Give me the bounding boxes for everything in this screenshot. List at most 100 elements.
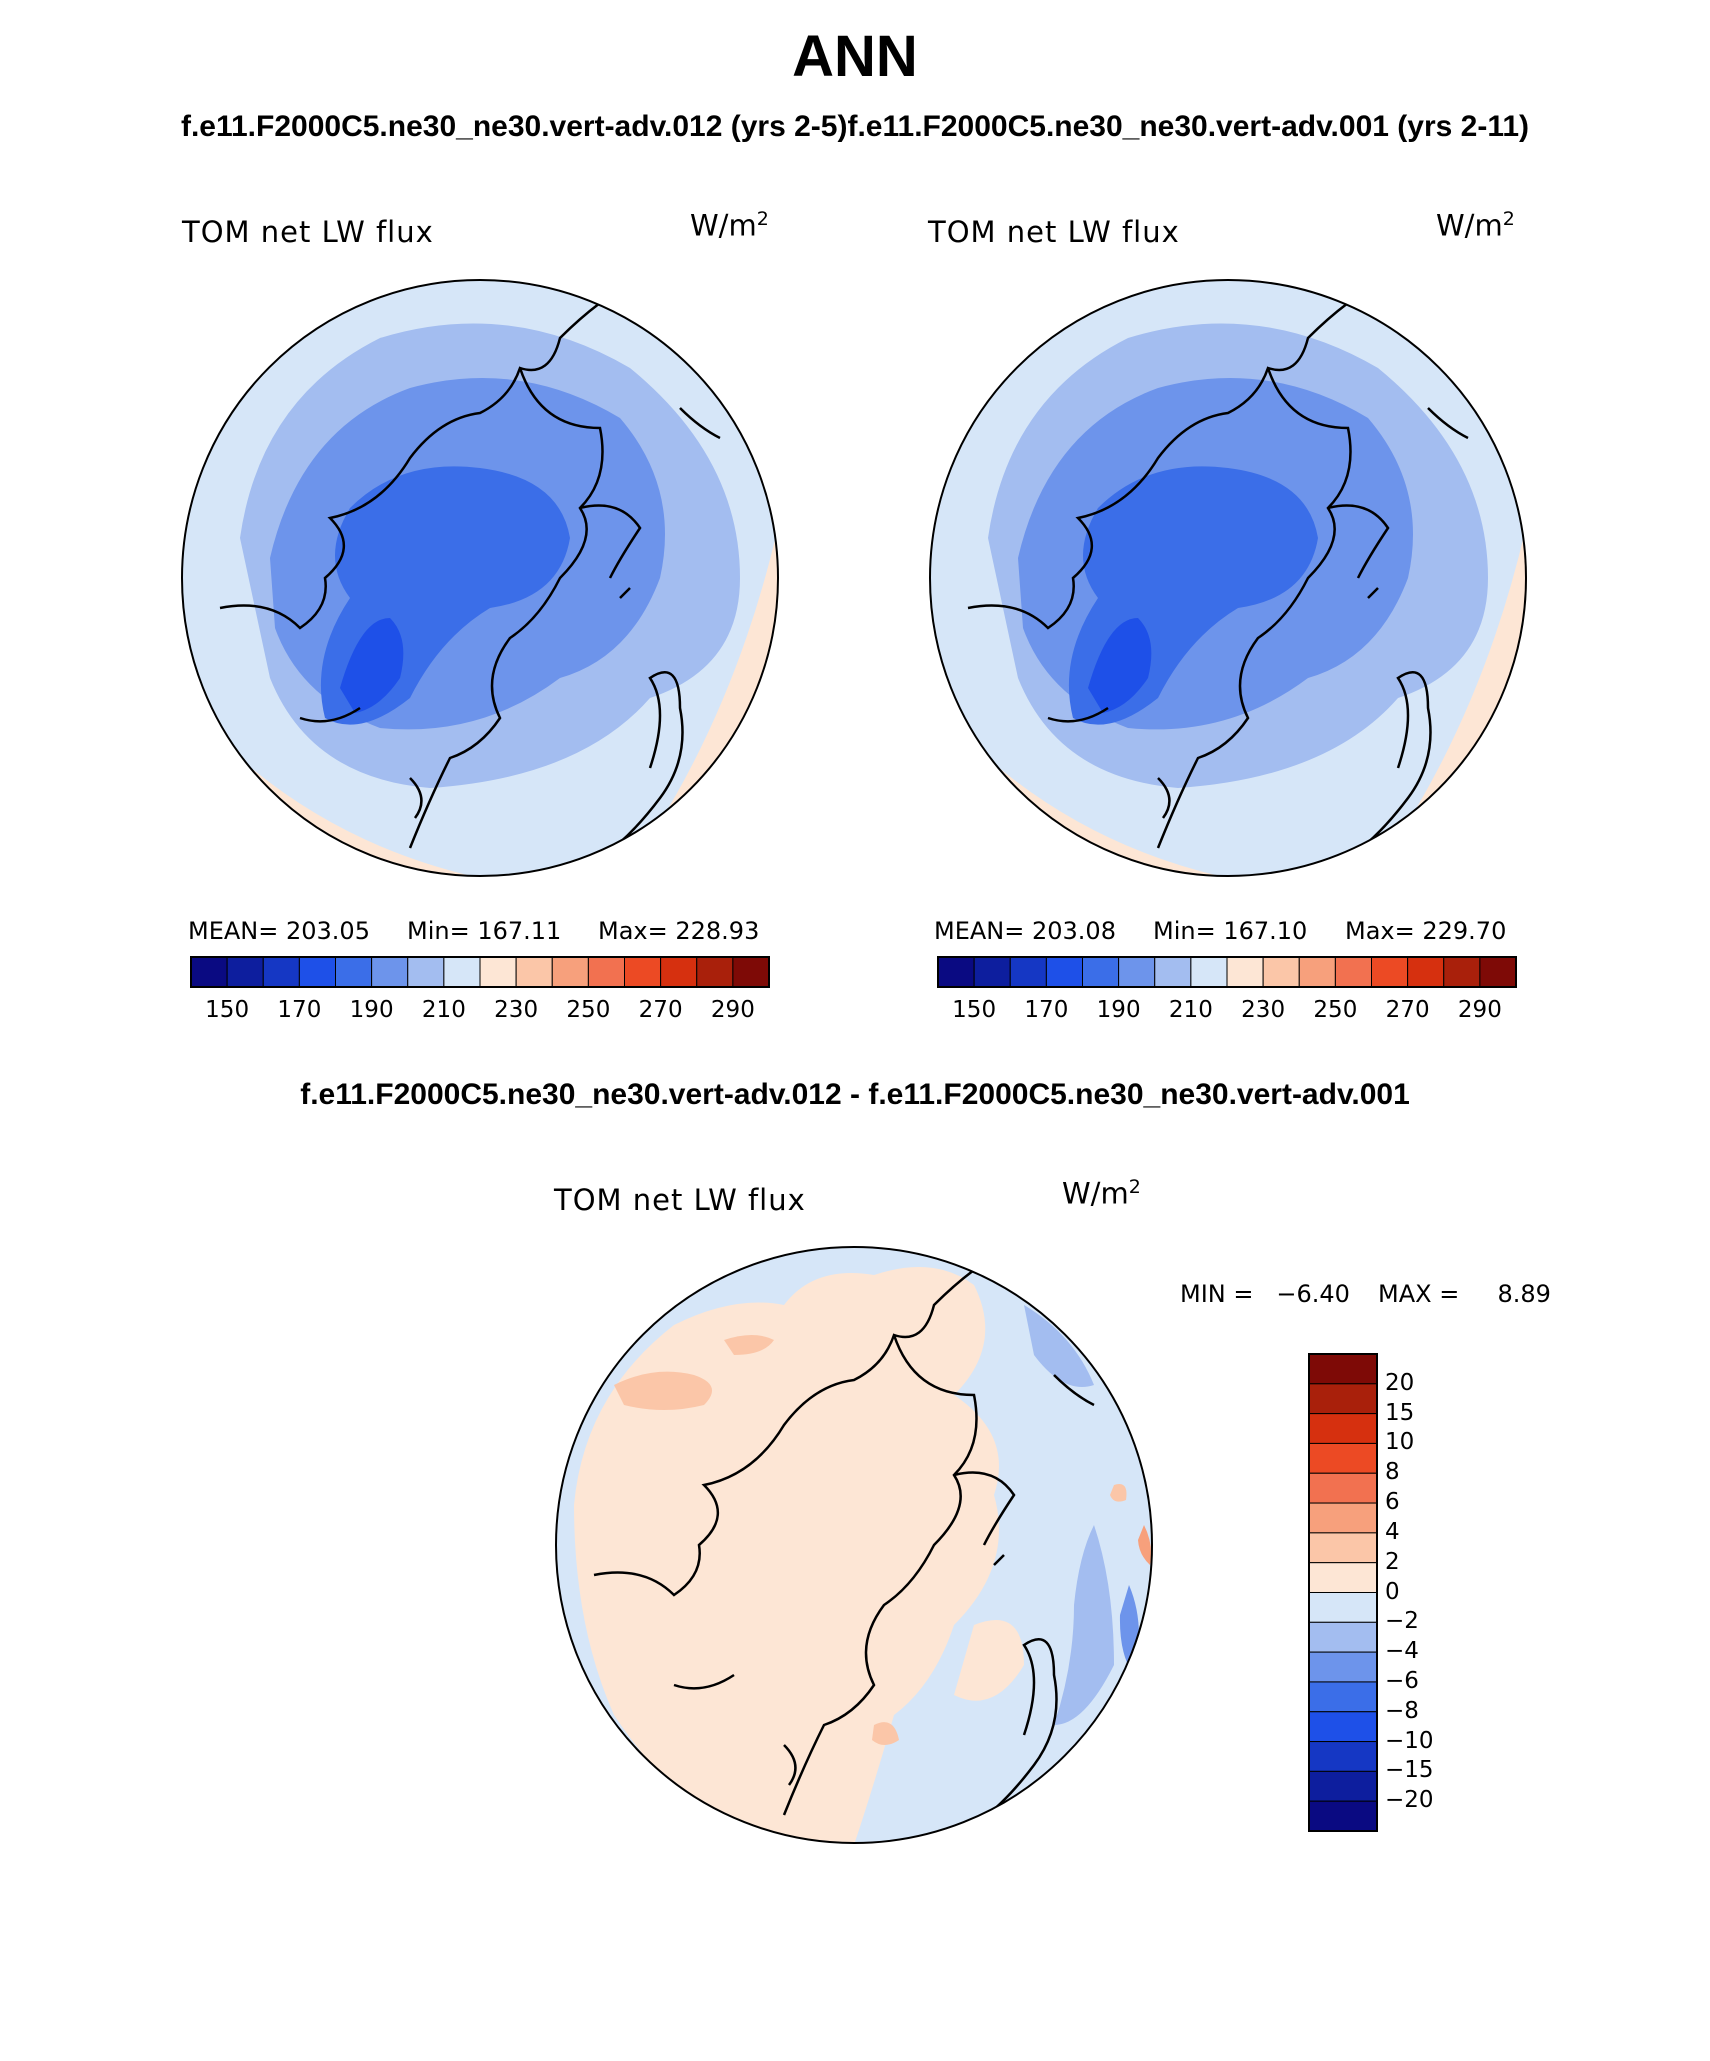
right-colorbar-outline — [937, 956, 1517, 988]
right-colorbar-box — [1226, 956, 1264, 988]
diff-colorbar-box — [1308, 1711, 1378, 1743]
left-colorbar — [190, 956, 770, 988]
right-colorbar-box — [973, 956, 1011, 988]
left-colorbar-box — [660, 956, 698, 988]
diff-colorbar-tick-label: −4 — [1385, 1638, 1419, 1665]
diff-colorbar-box — [1308, 1681, 1378, 1713]
left-colorbar-tick-label: 250 — [566, 997, 611, 1023]
diff-colorbar-tick-label: −15 — [1385, 1757, 1434, 1784]
right-colorbar-box — [1082, 956, 1120, 988]
diff-colorbar-box — [1308, 1532, 1378, 1564]
figure-title: ANN — [792, 24, 918, 89]
left-colorbar-tick-label: 210 — [421, 997, 466, 1023]
diff-colorbar-box — [1308, 1621, 1378, 1653]
right-colorbar-box — [1298, 956, 1336, 988]
right-colorbar-box — [1407, 956, 1445, 988]
left-colorbar-tick-label: 150 — [205, 997, 250, 1023]
left-coastline — [219, 302, 642, 849]
diff-colorbar-box — [1308, 1472, 1378, 1504]
right-colorbar-box — [1479, 956, 1517, 988]
right-colorbar-tick-label: 210 — [1168, 997, 1213, 1023]
right-colorbar-tick-label: 290 — [1457, 997, 1502, 1023]
right-colorbar-box — [1262, 956, 1300, 988]
left-colorbar-tick-label: 270 — [638, 997, 683, 1023]
diff-positive-level-3 — [1138, 1525, 1152, 1565]
diff-colorbar — [1308, 1353, 1378, 1832]
left-colorbar-ticks: 150 170 190 210 230 250 270 290 — [191, 997, 769, 1027]
diff-colorbar-tick-label: −6 — [1385, 1667, 1419, 1694]
left-colorbar-box — [515, 956, 553, 988]
diff-colorbar-box — [1308, 1562, 1378, 1593]
right-colorbar-tick-label: 150 — [952, 997, 997, 1023]
left-colorbar-box — [262, 956, 300, 988]
diff-colorbar-tick-label: −8 — [1385, 1697, 1419, 1724]
left-colorbar-box — [407, 956, 445, 988]
diff-colorbar-tick-label: 10 — [1385, 1429, 1415, 1456]
right-colorbar-box — [1154, 956, 1192, 988]
right-mean: MEAN= 203.08 — [934, 917, 1116, 945]
diff-colorbar-outline — [1308, 1353, 1378, 1832]
right-colorbar-box — [1009, 956, 1047, 988]
left-unit-label: W/m2 — [690, 208, 769, 243]
left-colorbar-tick-label: 290 — [710, 997, 755, 1023]
left-variable-label: TOM net LW flux — [182, 215, 434, 249]
left-colorbar-tick-label: 170 — [277, 997, 322, 1023]
diff-min: MIN = −6.40 — [1180, 1280, 1350, 1308]
right-unit-label: W/m2 — [1436, 208, 1515, 243]
diff-colorbar-box — [1308, 1353, 1378, 1385]
right-contour-level-5 — [1088, 618, 1152, 713]
diff-negative-level-2 — [1054, 1525, 1114, 1725]
diff-colorbar-tick-label: 4 — [1385, 1518, 1400, 1545]
left-colorbar-box — [732, 956, 770, 988]
right-colorbar-box — [1118, 956, 1156, 988]
right-colorbar-tick-label: 270 — [1385, 997, 1430, 1023]
diff-colorbar-box — [1308, 1741, 1378, 1772]
diff-max: MAX = 8.89 — [1378, 1280, 1551, 1308]
diff-polar-map — [555, 1246, 1153, 1844]
diff-colorbar-box — [1308, 1502, 1378, 1534]
left-colorbar-box — [587, 956, 625, 988]
right-colorbar-tick-label: 190 — [1096, 997, 1141, 1023]
diff-coastline — [593, 1269, 1016, 1816]
right-colorbar-ticks: 150 170 190 210 230 250 270 290 — [938, 997, 1516, 1027]
diff-colorbar-ticks: 20 15 10 8 6 4 2 0 −2 −4 −6 −8 −10 −15 −20 — [1385, 1354, 1505, 1831]
left-colorbar-box — [624, 956, 662, 988]
left-colorbar-outline — [190, 956, 770, 988]
right-colorbar-box — [1334, 956, 1372, 988]
diff-colorbar-tick-label: 20 — [1385, 1369, 1415, 1396]
right-colorbar — [937, 956, 1517, 988]
left-colorbar-box — [298, 956, 336, 988]
diff-colorbar-box — [1308, 1592, 1378, 1623]
left-colorbar-box — [443, 956, 481, 988]
diff-colorbar-box — [1308, 1383, 1378, 1415]
right-colorbar-tick-label: 250 — [1313, 997, 1358, 1023]
left-colorbar-box — [696, 956, 734, 988]
right-colorbar-box — [1371, 956, 1409, 988]
diff-colorbar-tick-label: 6 — [1385, 1489, 1400, 1516]
right-colorbar-box — [937, 956, 975, 988]
cases-subtitle: f.e11.F2000C5.ne30_ne30.vert-adv.012 (yr… — [180, 110, 1530, 143]
diff-colorbar-box — [1308, 1800, 1378, 1832]
difference-title: f.e11.F2000C5.ne30_ne30.vert-adv.012 - f… — [300, 1078, 1410, 1111]
right-colorbar-tick-label: 170 — [1024, 997, 1069, 1023]
right-min: Min= 167.10 — [1153, 917, 1308, 945]
right-max: Max= 229.70 — [1345, 917, 1507, 945]
right-coastline — [967, 302, 1390, 849]
diff-colorbar-tick-label: 15 — [1385, 1399, 1415, 1426]
left-colorbar-box — [190, 956, 228, 988]
diff-variable-label: TOM net LW flux — [554, 1183, 806, 1217]
left-polar-map — [181, 279, 779, 877]
left-colorbar-box — [479, 956, 517, 988]
left-colorbar-box — [335, 956, 373, 988]
right-polar-map — [929, 279, 1527, 877]
diff-colorbar-tick-label: 0 — [1385, 1578, 1400, 1605]
left-colorbar-tick-label: 230 — [494, 997, 539, 1023]
left-contour-level-5 — [340, 618, 404, 713]
diff-colorbar-box — [1308, 1770, 1378, 1802]
left-max: Max= 228.93 — [598, 917, 760, 945]
left-min: Min= 167.11 — [407, 917, 562, 945]
diff-positive-level-2 — [614, 1371, 712, 1410]
right-colorbar-box — [1190, 956, 1228, 988]
left-colorbar-box — [226, 956, 264, 988]
left-mean: MEAN= 203.05 — [188, 917, 370, 945]
